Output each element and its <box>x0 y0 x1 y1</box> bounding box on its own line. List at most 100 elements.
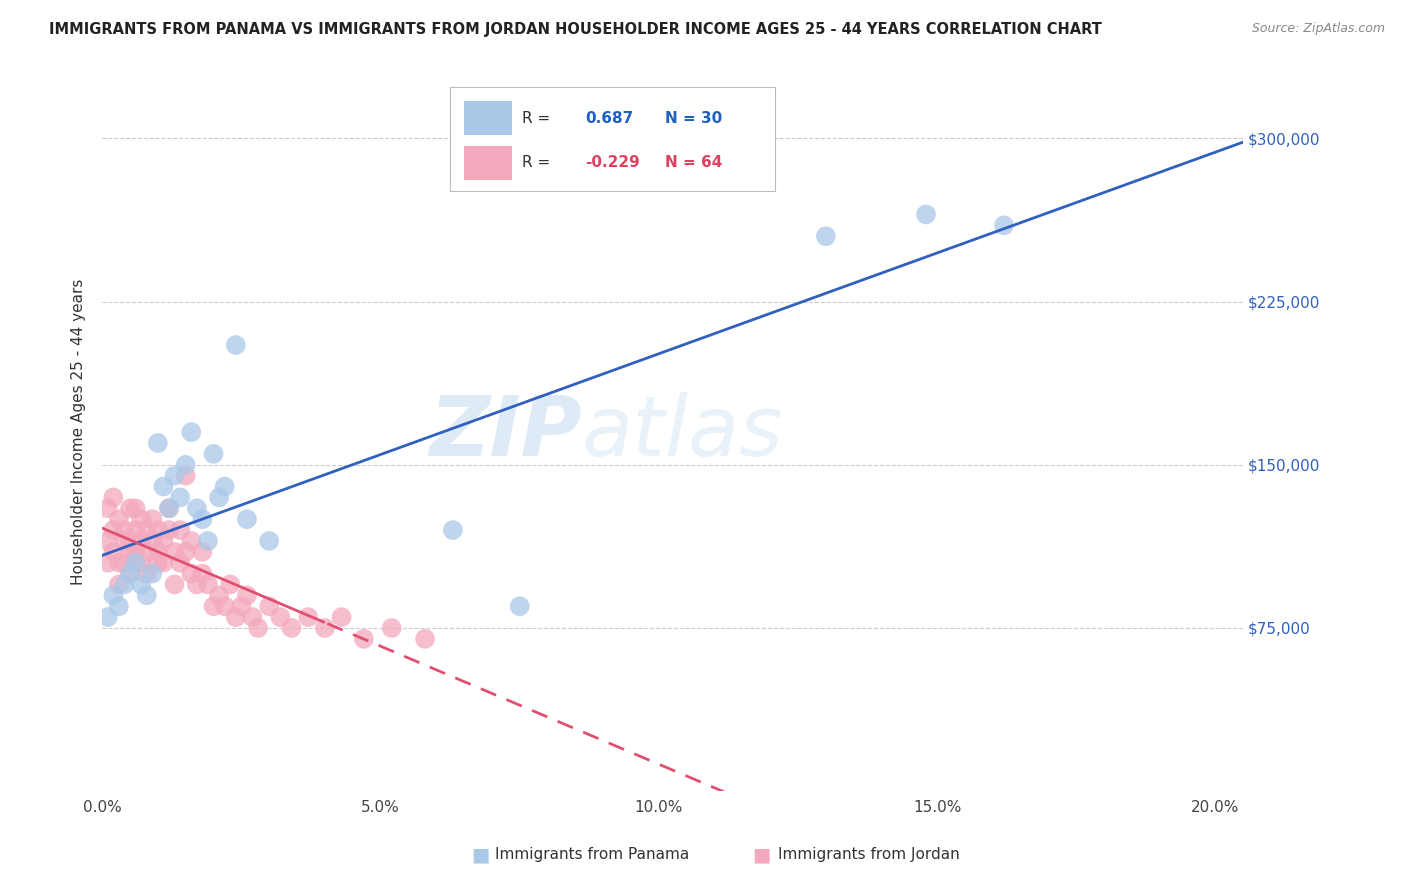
Point <box>157 501 180 516</box>
Text: ■: ■ <box>752 845 770 864</box>
Point <box>208 491 231 505</box>
Point <box>135 523 157 537</box>
Text: R =: R = <box>522 111 555 126</box>
Point <box>280 621 302 635</box>
Point <box>180 533 202 548</box>
Point <box>129 577 152 591</box>
Point <box>269 610 291 624</box>
Point <box>163 577 186 591</box>
Point <box>157 501 180 516</box>
Point <box>174 545 197 559</box>
Bar <box>464 101 512 136</box>
Bar <box>464 145 512 180</box>
Point <box>97 501 120 516</box>
FancyBboxPatch shape <box>450 87 776 192</box>
Point <box>146 545 169 559</box>
Point <box>124 523 146 537</box>
Point <box>330 610 353 624</box>
Point <box>202 447 225 461</box>
Point <box>225 338 247 352</box>
Point <box>231 599 253 614</box>
Point <box>381 621 404 635</box>
Point <box>103 545 125 559</box>
Point <box>197 533 219 548</box>
Text: IMMIGRANTS FROM PANAMA VS IMMIGRANTS FROM JORDAN HOUSEHOLDER INCOME AGES 25 - 44: IMMIGRANTS FROM PANAMA VS IMMIGRANTS FRO… <box>49 22 1102 37</box>
Point <box>103 523 125 537</box>
Text: N = 64: N = 64 <box>665 155 723 170</box>
Point <box>114 556 136 570</box>
Point <box>129 556 152 570</box>
Point <box>208 588 231 602</box>
Point <box>186 501 208 516</box>
Point <box>174 468 197 483</box>
Point <box>186 577 208 591</box>
Point <box>191 566 214 581</box>
Point <box>135 566 157 581</box>
Text: ZIP: ZIP <box>429 392 582 473</box>
Point <box>97 533 120 548</box>
Y-axis label: Householder Income Ages 25 - 44 years: Householder Income Ages 25 - 44 years <box>72 279 86 585</box>
Point <box>108 512 131 526</box>
Point <box>152 533 174 548</box>
Point <box>353 632 375 646</box>
Point <box>146 556 169 570</box>
Point <box>135 545 157 559</box>
Point <box>247 621 270 635</box>
Point <box>97 556 120 570</box>
Point <box>141 566 163 581</box>
Point <box>257 599 280 614</box>
Text: Immigrants from Jordan: Immigrants from Jordan <box>778 847 959 862</box>
Text: Source: ZipAtlas.com: Source: ZipAtlas.com <box>1251 22 1385 36</box>
Point <box>152 556 174 570</box>
Point <box>118 566 141 581</box>
Point <box>225 610 247 624</box>
Point <box>915 207 938 221</box>
Point <box>219 577 242 591</box>
Point <box>114 577 136 591</box>
Point <box>129 533 152 548</box>
Point <box>97 610 120 624</box>
Point <box>202 599 225 614</box>
Point <box>174 458 197 472</box>
Point <box>108 577 131 591</box>
Point <box>413 632 436 646</box>
Text: R =: R = <box>522 155 555 170</box>
Point <box>114 533 136 548</box>
Point <box>108 599 131 614</box>
Point <box>152 479 174 493</box>
Point <box>141 533 163 548</box>
Point <box>118 501 141 516</box>
Point <box>114 523 136 537</box>
Point <box>163 468 186 483</box>
Point <box>257 533 280 548</box>
Point <box>124 545 146 559</box>
Point <box>118 533 141 548</box>
Text: N = 30: N = 30 <box>665 111 723 126</box>
Text: Immigrants from Panama: Immigrants from Panama <box>495 847 689 862</box>
Point <box>141 512 163 526</box>
Text: -0.229: -0.229 <box>585 155 640 170</box>
Point <box>509 599 531 614</box>
Point <box>103 491 125 505</box>
Point <box>242 610 264 624</box>
Text: ■: ■ <box>471 845 489 864</box>
Text: 0.687: 0.687 <box>585 111 633 126</box>
Point <box>191 545 214 559</box>
Point <box>297 610 319 624</box>
Point <box>191 512 214 526</box>
Point <box>993 219 1015 233</box>
Point <box>197 577 219 591</box>
Point <box>124 556 146 570</box>
Point <box>157 523 180 537</box>
Point <box>169 523 191 537</box>
Point <box>124 501 146 516</box>
Point <box>180 566 202 581</box>
Point <box>169 491 191 505</box>
Point <box>129 512 152 526</box>
Point <box>214 599 236 614</box>
Point <box>169 556 191 570</box>
Point <box>814 229 837 244</box>
Point <box>118 566 141 581</box>
Point <box>118 545 141 559</box>
Point <box>163 545 186 559</box>
